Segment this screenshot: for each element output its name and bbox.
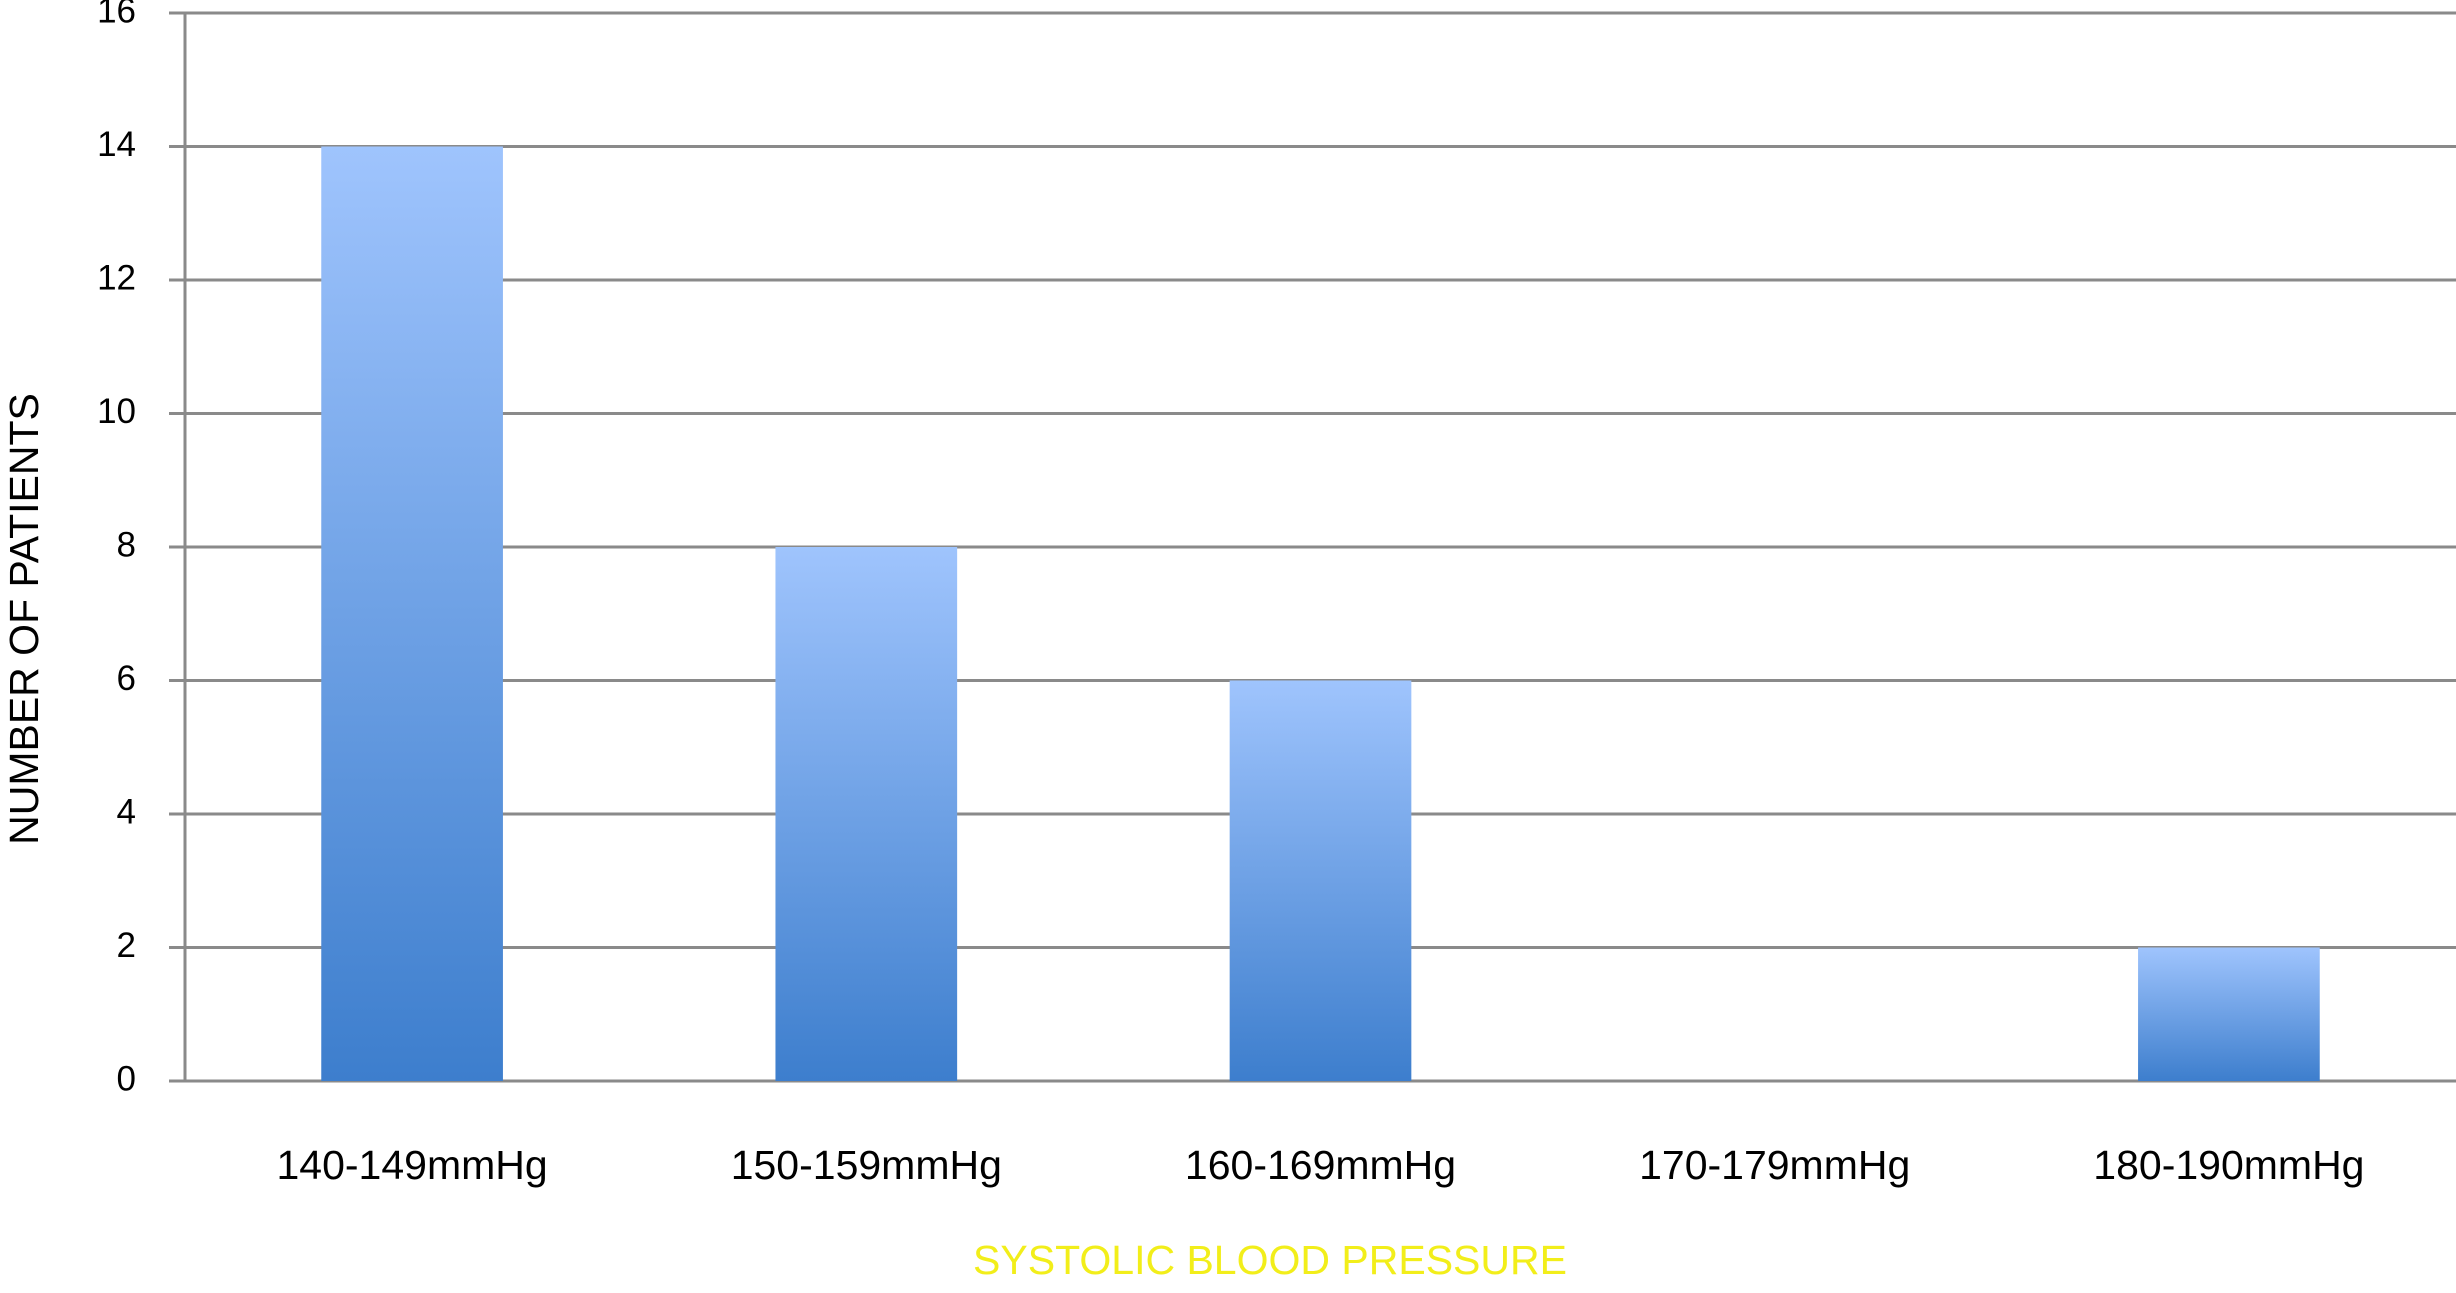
bar [321, 146, 503, 1081]
y-tick-label: 16 [97, 0, 136, 30]
bar [775, 547, 958, 1081]
y-tick-label: 14 [97, 125, 136, 164]
y-tick-label: 10 [97, 392, 136, 431]
x-tick-label: 140-149mmHg [277, 1142, 548, 1188]
x-tick-label: 150-159mmHg [731, 1142, 1002, 1188]
y-axis-title: NUMBER OF PATIENTS [1, 393, 47, 845]
y-tick-label: 2 [117, 926, 136, 965]
y-tick-label: 0 [117, 1059, 136, 1098]
x-axis-title: SYSTOLIC BLOOD PRESSURE [973, 1237, 1567, 1283]
x-tick-label: 160-169mmHg [1185, 1142, 1456, 1188]
bar [2138, 947, 2320, 1081]
y-tick-label: 6 [117, 659, 136, 698]
y-tick-label: 12 [97, 258, 136, 297]
bar [1229, 680, 1412, 1081]
x-tick-label: 180-190mmHg [2093, 1142, 2364, 1188]
y-tick-label: 8 [117, 525, 136, 564]
y-tick-label: 4 [117, 792, 136, 831]
x-tick-label: 170-179mmHg [1639, 1142, 1910, 1188]
